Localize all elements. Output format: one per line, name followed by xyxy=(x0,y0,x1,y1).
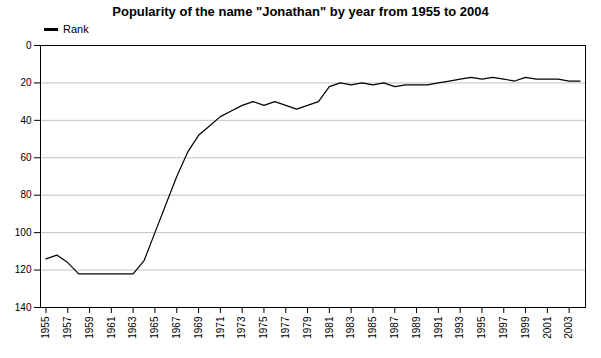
svg-text:1973: 1973 xyxy=(236,316,247,339)
svg-text:60: 60 xyxy=(20,152,32,163)
svg-text:1969: 1969 xyxy=(193,316,204,339)
svg-text:1963: 1963 xyxy=(127,316,138,339)
svg-text:1997: 1997 xyxy=(498,316,509,339)
svg-text:1967: 1967 xyxy=(171,316,182,339)
svg-text:1989: 1989 xyxy=(411,316,422,339)
svg-text:1981: 1981 xyxy=(324,316,335,339)
svg-text:2001: 2001 xyxy=(542,316,553,339)
svg-text:0: 0 xyxy=(26,40,32,51)
svg-text:1987: 1987 xyxy=(389,316,400,339)
svg-text:20: 20 xyxy=(20,77,32,88)
svg-text:1999: 1999 xyxy=(520,316,531,339)
svg-text:1957: 1957 xyxy=(62,316,73,339)
svg-text:40: 40 xyxy=(20,115,32,126)
svg-text:1965: 1965 xyxy=(149,316,160,339)
svg-text:1985: 1985 xyxy=(367,316,378,339)
html-text:Popularity of the name "Jonath: Popularity of the name "Jonathan" by yea… xyxy=(112,4,489,19)
svg-text:2003: 2003 xyxy=(563,316,574,339)
svg-text:140: 140 xyxy=(15,302,32,313)
svg-text:1971: 1971 xyxy=(215,316,226,339)
svg-text:1955: 1955 xyxy=(40,316,51,339)
svg-text:120: 120 xyxy=(15,264,32,275)
svg-text:1983: 1983 xyxy=(345,316,356,339)
svg-text:1993: 1993 xyxy=(454,316,465,339)
svg-text:1977: 1977 xyxy=(280,316,291,339)
svg-text:1991: 1991 xyxy=(433,316,444,339)
svg-text:1959: 1959 xyxy=(84,316,95,339)
html-text:Rank: Rank xyxy=(63,23,89,35)
svg-text:1979: 1979 xyxy=(302,316,313,339)
svg-text:1975: 1975 xyxy=(258,316,269,339)
svg-text:1961: 1961 xyxy=(106,316,117,339)
svg-text:80: 80 xyxy=(20,189,32,200)
svg-text:1995: 1995 xyxy=(476,316,487,339)
svg-text:100: 100 xyxy=(15,227,32,238)
